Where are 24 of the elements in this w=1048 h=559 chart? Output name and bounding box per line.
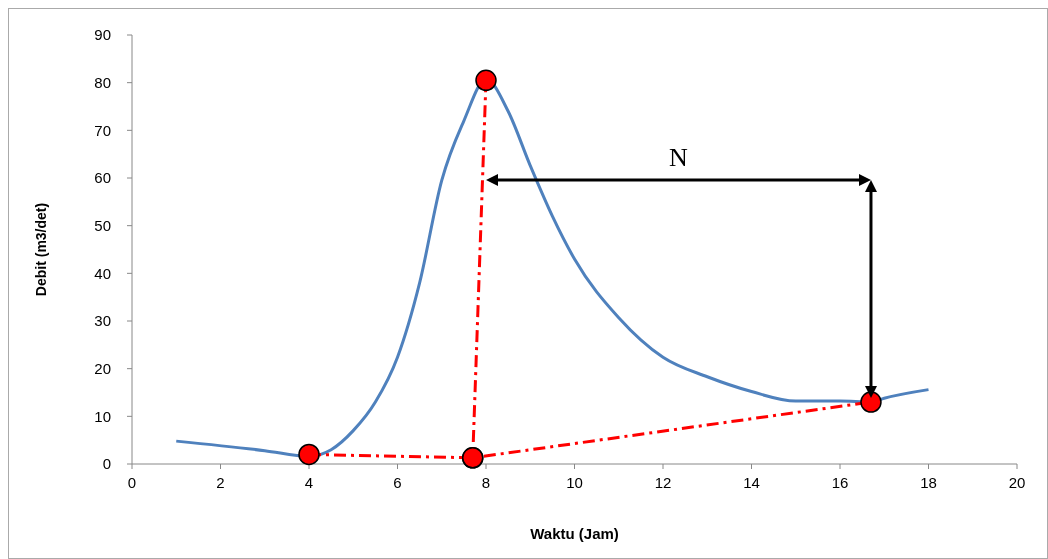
x-tick-label: 6	[393, 474, 402, 491]
y-tick-label: 60	[94, 169, 111, 187]
y-tick-label: 80	[94, 73, 111, 91]
y-tick-label: 50	[94, 216, 111, 234]
y-tick-label: 70	[94, 121, 111, 139]
y-tick-label: 90	[94, 26, 111, 44]
x-tick-label: 14	[743, 474, 760, 491]
x-tick-label: 10	[566, 474, 583, 491]
x-axis-title: Waktu (Jam)	[530, 525, 619, 542]
x-tick-label: 16	[831, 474, 849, 491]
annotation: N	[669, 143, 689, 173]
y-tick-label: 0	[102, 455, 111, 473]
x-tick-label: 2	[216, 474, 225, 491]
y-axis-title: Debit (m3/det)	[33, 202, 49, 297]
x-tick-label: 4	[304, 474, 314, 491]
x-tick-label: 12	[654, 474, 672, 491]
x-tick-label: 18	[920, 474, 937, 491]
y-tick-label: 30	[94, 312, 111, 330]
x-tick-label: 20	[1008, 474, 1026, 491]
x-tick-label: 8	[481, 474, 491, 491]
x-tick-label: 0	[127, 474, 137, 491]
y-tick-label: 40	[94, 264, 111, 282]
y-tick-label: 20	[94, 359, 111, 377]
y-tick-label: 10	[94, 407, 111, 425]
